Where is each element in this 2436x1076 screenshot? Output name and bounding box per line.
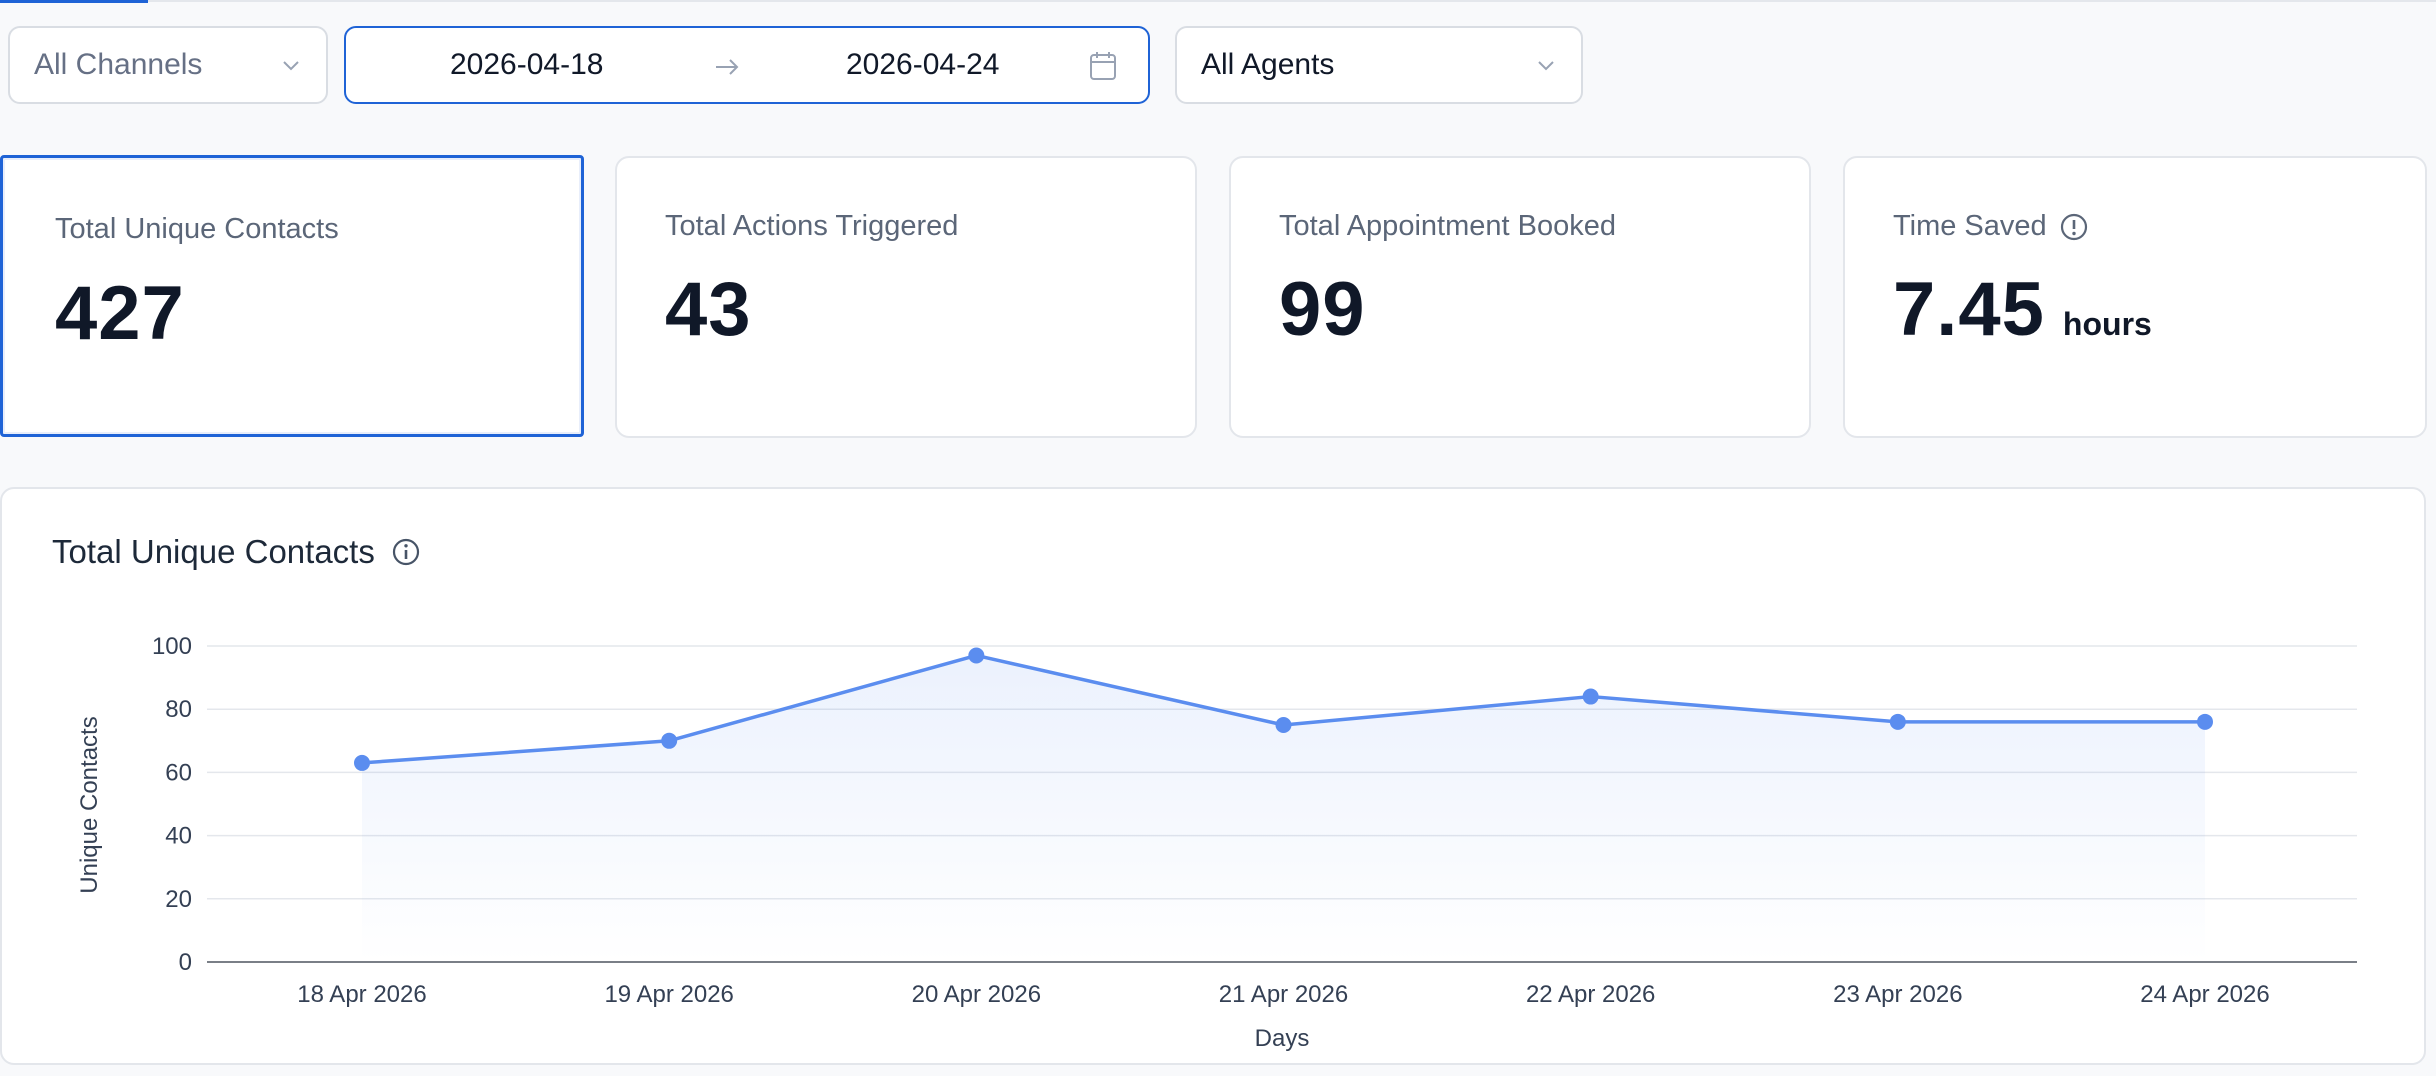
x-tick-label: 18 Apr 2026 xyxy=(297,981,426,1008)
x-axis-title: Days xyxy=(1255,1025,1310,1052)
metric-label: Total Unique Contacts xyxy=(55,213,339,245)
x-tick-label: 24 Apr 2026 xyxy=(2140,981,2269,1008)
metric-unit: hours xyxy=(2062,306,2152,342)
metric-card-time-saved[interactable]: Time Saved 7.45 hours xyxy=(1843,156,2427,438)
metric-value: 43 xyxy=(665,267,752,352)
data-point xyxy=(1582,688,1599,705)
x-tick-label: 19 Apr 2026 xyxy=(604,981,733,1008)
data-point xyxy=(1889,713,1906,730)
agent-select-value: All Agents xyxy=(1201,48,1335,81)
date-start-input[interactable]: 2026-04-18 xyxy=(450,48,604,81)
y-tick-label: 20 xyxy=(165,886,192,913)
date-range-picker[interactable]: 2026-04-18 2026-04-24 xyxy=(344,26,1150,104)
metric-value: 7.45 xyxy=(1893,267,2045,352)
metric-label: Total Actions Triggered xyxy=(665,210,959,242)
metric-value-row: 7.45 hours xyxy=(1893,266,2152,353)
agent-select[interactable]: All Agents xyxy=(1175,26,1583,104)
x-tick-label: 22 Apr 2026 xyxy=(1526,981,1655,1008)
y-tick-label: 0 xyxy=(179,949,192,976)
x-tick-label: 23 Apr 2026 xyxy=(1833,981,1962,1008)
top-divider xyxy=(0,0,2436,2)
data-point xyxy=(2197,713,2213,730)
x-tick-label: 20 Apr 2026 xyxy=(912,981,1041,1008)
channel-select[interactable]: All Channels xyxy=(8,26,328,104)
data-point xyxy=(354,754,370,771)
channel-select-value: All Channels xyxy=(34,48,203,81)
y-tick-label: 60 xyxy=(165,759,192,786)
data-point xyxy=(1275,717,1292,733)
line-chart: 0 20 40 60 80 100 18 Apr 2026 19 Apr 2026 20 Ap… xyxy=(76,633,2357,1052)
metric-label: Time Saved xyxy=(1893,210,2047,242)
y-axis-title: Unique Contacts xyxy=(76,716,103,893)
data-point xyxy=(968,647,985,664)
info-icon[interactable] xyxy=(391,537,421,567)
chevron-down-icon xyxy=(1538,61,1554,71)
y-tick-label: 80 xyxy=(165,696,192,723)
chart-panel: Total Unique Contacts 0 20 40 60 80 100 18 Ap… xyxy=(0,487,2426,1065)
data-point xyxy=(661,732,678,749)
chevron-down-icon xyxy=(283,61,299,71)
metric-value: 99 xyxy=(1279,267,1366,352)
metric-label: Total Appointment Booked xyxy=(1279,210,1616,242)
active-tab-indicator xyxy=(0,0,148,3)
arrow-right-icon xyxy=(716,59,739,75)
chart-title: Total Unique Contacts xyxy=(52,533,375,570)
y-tick-label: 100 xyxy=(152,633,192,660)
date-end-input[interactable]: 2026-04-24 xyxy=(846,48,1000,81)
x-tick-label: 21 Apr 2026 xyxy=(1219,981,1348,1008)
metric-card-unique-contacts[interactable]: Total Unique Contacts 427 xyxy=(0,155,584,437)
metric-label-row: Time Saved xyxy=(1893,210,2089,243)
alert-info-icon[interactable] xyxy=(2059,212,2089,242)
metric-value: 427 xyxy=(55,271,185,356)
series-area xyxy=(362,655,2205,962)
chart-title-row: Total Unique Contacts xyxy=(52,533,421,571)
y-tick-label: 40 xyxy=(165,823,192,850)
metric-card-actions-triggered[interactable]: Total Actions Triggered 43 xyxy=(615,156,1197,438)
metric-card-appointments-booked[interactable]: Total Appointment Booked 99 xyxy=(1229,156,1811,438)
calendar-icon[interactable] xyxy=(1088,50,1118,82)
